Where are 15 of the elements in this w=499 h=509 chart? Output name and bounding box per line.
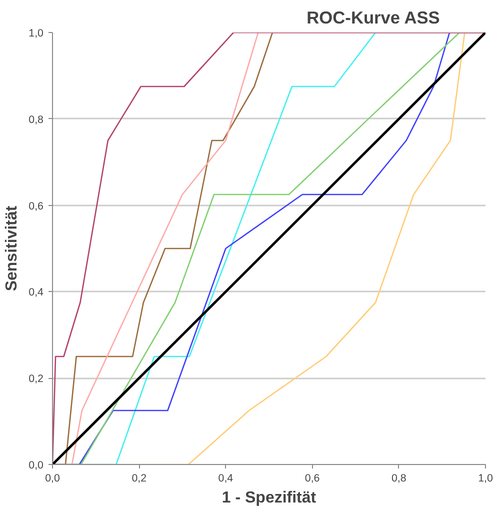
chart-title: ROC-Kurve ASS	[306, 8, 440, 28]
y-tick-label: 0,4	[28, 286, 44, 299]
y-tick-label: 0,6	[28, 200, 44, 212]
x-tick-label: 0,8	[391, 472, 406, 484]
y-axis-title: Sensitivität	[4, 205, 21, 292]
x-tick-label: 0,4	[218, 472, 234, 484]
x-tick-label: 1,0	[478, 472, 493, 484]
y-tick-label: 0,0	[28, 460, 44, 472]
y-tick-label: 0,2	[28, 373, 44, 386]
x-tick-label: 0,2	[132, 472, 147, 484]
x-tick-label: 0,0	[45, 472, 60, 484]
y-tick-label: 1,0	[28, 28, 44, 40]
x-axis-title: 1 - Spezifität	[222, 490, 317, 506]
x-tick-label: 0,6	[304, 472, 320, 484]
y-tick-label: 0,8	[28, 114, 44, 126]
